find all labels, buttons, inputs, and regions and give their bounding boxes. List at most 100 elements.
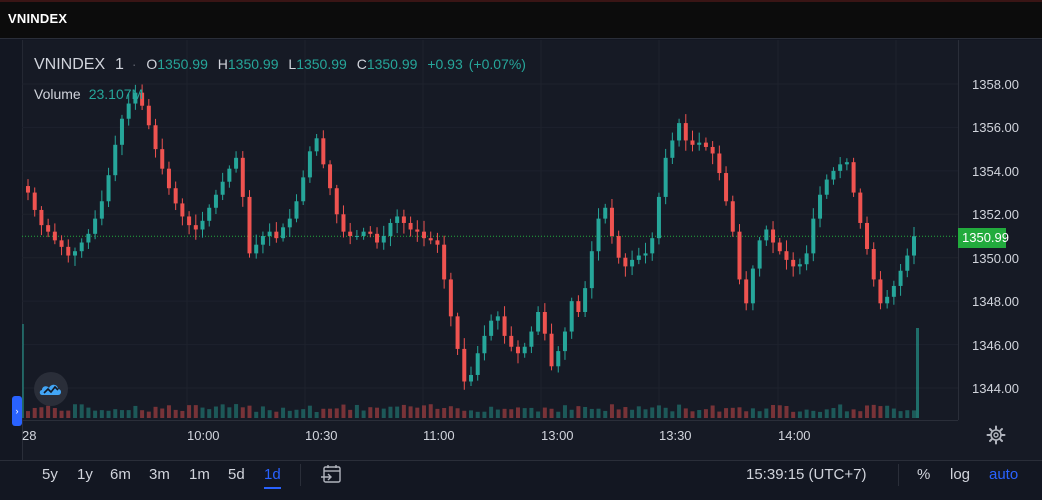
volume-bar <box>72 404 77 418</box>
percent-scale-button[interactable]: % <box>917 466 931 483</box>
candle-body <box>811 218 816 254</box>
calendar-goto-icon[interactable] <box>320 464 344 486</box>
volume-bar <box>583 406 588 418</box>
volume-bar <box>656 405 661 418</box>
volume-bar <box>677 404 682 418</box>
volume-bar <box>173 409 178 418</box>
volume-bar <box>321 408 326 418</box>
volume-bar <box>791 411 796 418</box>
volume-bar <box>804 409 809 418</box>
x-tick-label: 28 <box>22 428 37 443</box>
volume-bar <box>26 411 30 418</box>
range-5y-button[interactable]: 5y <box>42 466 58 483</box>
candle-body <box>254 244 259 254</box>
volume-bar <box>133 405 138 418</box>
volume-bar <box>274 411 279 418</box>
log-scale-button[interactable]: log <box>950 466 971 483</box>
y-tick-label: 1354.00 <box>972 164 1019 179</box>
candle-body <box>180 203 185 217</box>
gear-icon[interactable] <box>986 425 1006 445</box>
candle-body <box>106 175 111 202</box>
legend-symbol[interactable]: VNINDEX <box>34 56 106 73</box>
time-axis[interactable] <box>22 420 958 461</box>
volume-bar <box>260 406 265 418</box>
legend-low-value: 1350.99 <box>296 56 347 72</box>
legend-low-label: L <box>288 56 297 72</box>
volume-bar <box>59 410 64 418</box>
volume-bar <box>898 411 903 418</box>
auto-scale-button[interactable]: auto <box>989 466 1019 483</box>
volume-bar <box>287 410 292 418</box>
candle-body <box>771 229 776 243</box>
volume-bar <box>193 405 198 418</box>
candle-body <box>697 142 702 145</box>
legend-separator: · <box>131 56 137 72</box>
x-tick-label: 13:30 <box>659 428 692 443</box>
candle-body <box>482 335 487 354</box>
y-tick-label: 1344.00 <box>972 381 1019 396</box>
volume-bar <box>730 407 735 418</box>
candle-body <box>213 194 218 208</box>
candle-body <box>146 105 151 126</box>
volume-bar <box>79 404 84 418</box>
volume-bar <box>865 405 870 418</box>
volume-bar <box>328 408 333 418</box>
range-3m-button[interactable]: 3m <box>149 466 170 483</box>
volume-bar <box>623 407 628 418</box>
candle-body <box>750 268 755 304</box>
chevron-right-icon[interactable]: › <box>12 396 22 426</box>
range-6m-button[interactable]: 6m <box>110 466 131 483</box>
range-5d-button[interactable]: 5d <box>228 466 245 483</box>
window-title: VNINDEX <box>8 11 68 26</box>
candle-body <box>395 216 400 223</box>
candle-body <box>502 316 507 336</box>
range-1d-button[interactable]: 1d <box>264 466 281 489</box>
volume-bar <box>636 406 641 418</box>
candle-body <box>844 162 849 165</box>
volume-bar <box>824 409 829 418</box>
volume-bar <box>93 410 98 418</box>
price-chart[interactable] <box>22 40 958 420</box>
volume-bar <box>294 409 299 418</box>
volume-label[interactable]: Volume <box>34 86 81 102</box>
volume-bar <box>509 409 514 418</box>
volume-bar <box>314 411 319 418</box>
volume-bar <box>160 408 165 418</box>
volume-value: 23.107M <box>88 86 144 102</box>
volume-bar <box>912 410 916 418</box>
volume-bar <box>891 408 896 418</box>
candle-body <box>757 240 762 269</box>
volume-bar <box>381 408 386 418</box>
candle-body <box>878 279 883 304</box>
volume-bar <box>428 404 433 418</box>
candle-body <box>871 249 876 280</box>
volume-bar <box>86 407 91 418</box>
volume-bar <box>916 328 919 418</box>
titlebar-accent-line <box>0 0 1042 2</box>
range-1m-button[interactable]: 1m <box>189 466 210 483</box>
volume-bar <box>126 410 131 418</box>
candle-body <box>442 244 447 280</box>
legend-open-label: O <box>146 56 158 72</box>
volume-bar <box>66 410 71 418</box>
candle-body <box>247 196 252 254</box>
toolbar-divider <box>898 464 899 486</box>
volume-bar <box>818 411 823 418</box>
chart-pane[interactable] <box>0 40 1042 460</box>
timezone-clock[interactable]: 15:39:15 (UTC+7) <box>746 466 867 483</box>
candle-body <box>66 246 71 256</box>
candle-body <box>542 312 547 334</box>
candle-body <box>140 92 145 106</box>
volume-bar <box>489 406 494 418</box>
candle-body <box>328 164 333 189</box>
candle-body <box>851 162 856 193</box>
volume-bar <box>529 407 534 418</box>
range-1y-button[interactable]: 1y <box>77 466 93 483</box>
volume-bar <box>207 409 212 418</box>
volume-bar <box>220 404 225 418</box>
volume-bar <box>187 405 192 418</box>
tradingview-logo-button[interactable] <box>34 372 68 406</box>
volume-bar <box>435 408 440 418</box>
volume-bar <box>22 324 24 418</box>
candle-body <box>361 231 366 236</box>
